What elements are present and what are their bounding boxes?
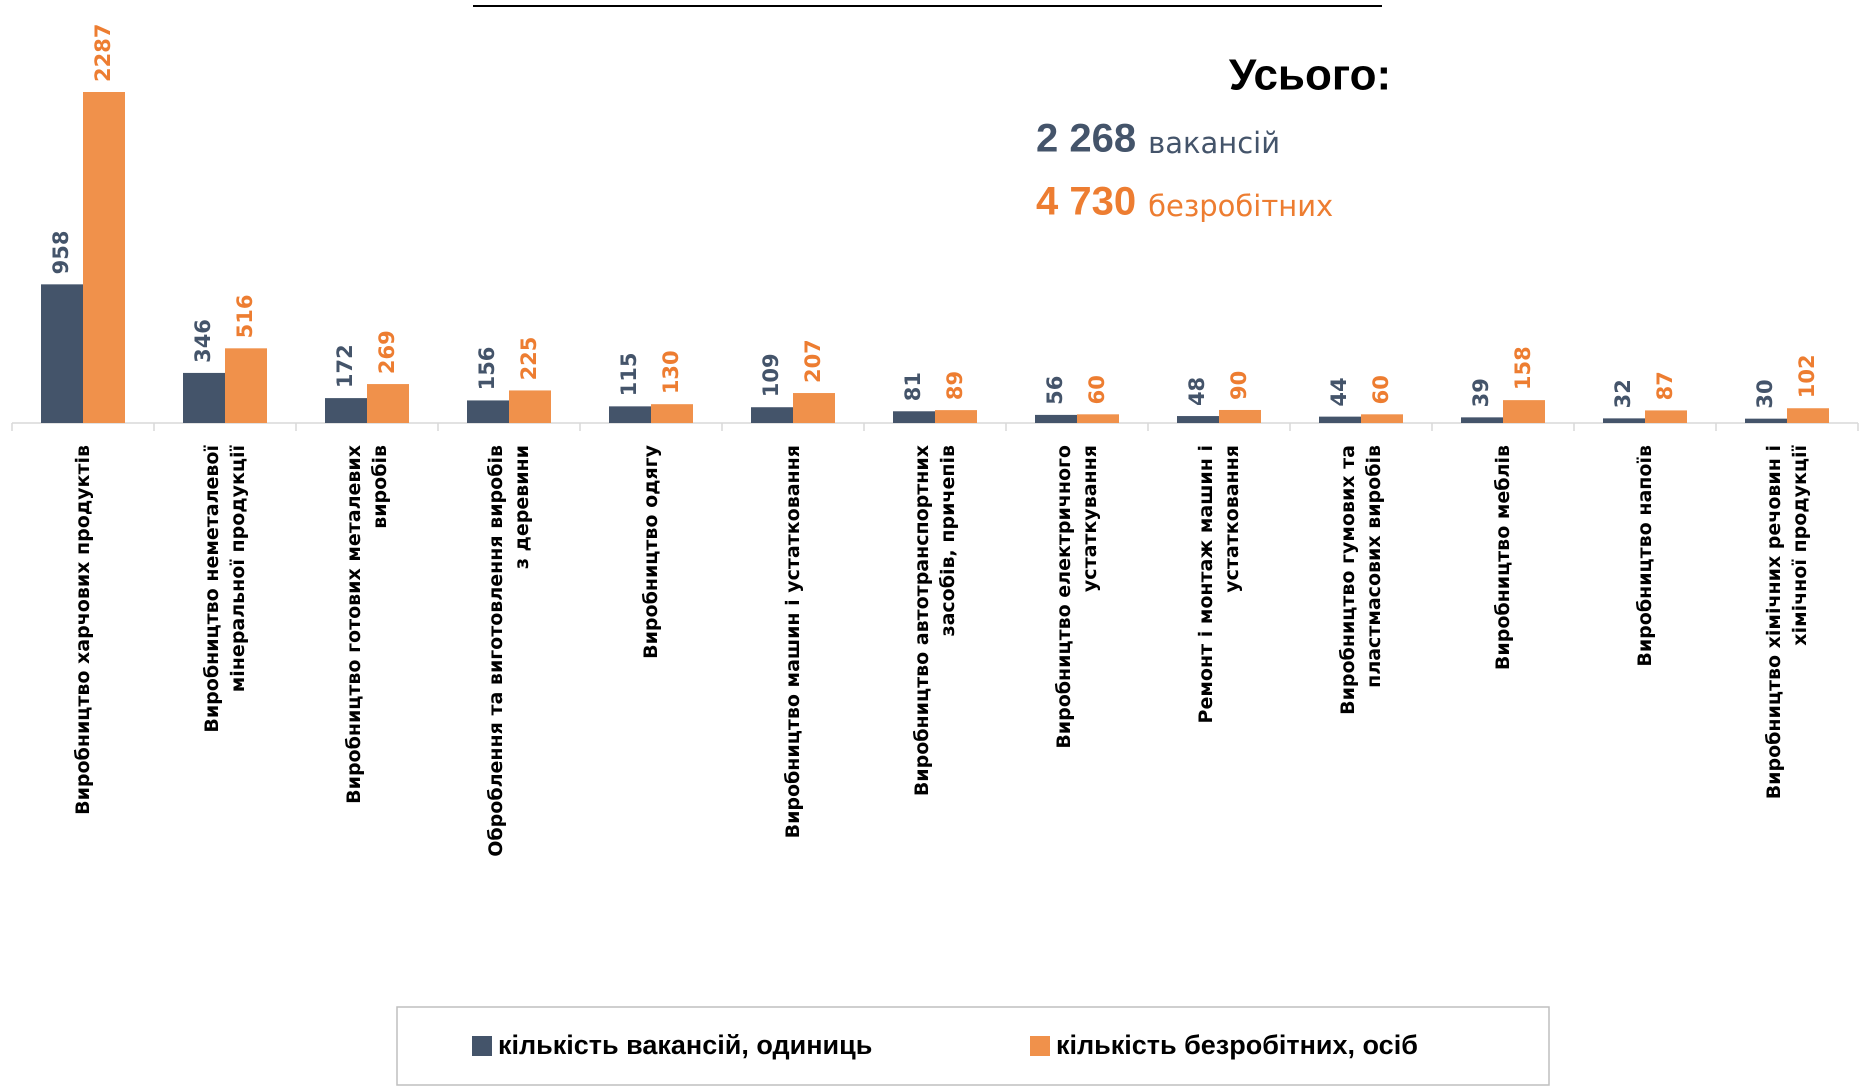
- x-tick-label: Ремонт і монтаж машин і устатковання: [1195, 445, 1243, 723]
- value-label: 90: [1227, 371, 1251, 400]
- legend-swatch: [1030, 1036, 1050, 1056]
- x-tick-label: Виробництво меблів: [1492, 445, 1514, 670]
- bar: [367, 384, 409, 423]
- bar: [41, 284, 83, 423]
- value-label: 115: [617, 353, 641, 397]
- bar: [1745, 418, 1787, 423]
- bar: [1035, 414, 1077, 423]
- x-tick-label: Виробництво неметалевої мінеральної проду…: [201, 445, 249, 733]
- legend-label: кількість вакансій, одиниць: [498, 1030, 872, 1060]
- bar: [1077, 414, 1119, 423]
- value-label: 32: [1611, 379, 1635, 408]
- bar: [893, 411, 935, 423]
- x-tick-label: Виробництво хімічних речовин і хімічної п…: [1763, 445, 1811, 800]
- value-label: 81: [901, 372, 925, 401]
- value-label: 172: [333, 344, 357, 388]
- bar: [325, 398, 367, 423]
- legend-swatch: [472, 1036, 492, 1056]
- bar: [1219, 409, 1261, 423]
- bar: [651, 404, 693, 423]
- bar: [1319, 416, 1361, 423]
- bar: [1361, 414, 1403, 423]
- x-tick-label: Виробництво готових металевих виробів: [343, 445, 391, 804]
- value-label: 60: [1369, 375, 1393, 404]
- value-label: 958: [49, 231, 73, 275]
- bar: [1503, 400, 1545, 423]
- bar: [793, 393, 835, 423]
- value-label: 102: [1795, 354, 1819, 398]
- total-vacancies: 2 268: [1036, 117, 1136, 161]
- value-label: 130: [659, 350, 683, 394]
- value-label: 44: [1327, 377, 1351, 406]
- value-label: 30: [1753, 379, 1777, 408]
- summary-heading: Усього:: [1229, 51, 1391, 100]
- unemployed-unit: безробітних: [1148, 189, 1333, 223]
- value-label: 225: [517, 337, 541, 381]
- bar: [509, 390, 551, 423]
- value-label: 269: [375, 330, 399, 374]
- value-label: 87: [1653, 371, 1677, 400]
- bar: [83, 92, 125, 423]
- bar: [467, 400, 509, 423]
- value-label: 2287: [91, 24, 115, 82]
- total-unemployed: 4 730: [1036, 180, 1136, 224]
- x-tick-label: Виробництво автотранспортних засобів, при…: [911, 445, 959, 796]
- x-tick-label: Виробництво одягу: [640, 444, 662, 658]
- vacancies-unit: вакансій: [1148, 126, 1280, 160]
- value-label: 516: [233, 294, 257, 338]
- bar: [225, 348, 267, 423]
- value-label: 346: [191, 319, 215, 363]
- value-label: 56: [1043, 376, 1067, 405]
- value-label: 158: [1511, 346, 1535, 390]
- x-tick-label: Виробництво гумових та пластмасових вироб…: [1337, 445, 1385, 715]
- legend-label: кількість безробітних, осіб: [1056, 1030, 1418, 1060]
- value-label: 60: [1085, 375, 1109, 404]
- value-label: 39: [1469, 378, 1493, 407]
- bar: [1177, 416, 1219, 423]
- value-label: 207: [801, 339, 825, 383]
- bar: [1645, 410, 1687, 423]
- x-tick-label: Оброблення та виготовлення виробів з дере…: [485, 445, 533, 857]
- value-label: 156: [475, 347, 499, 391]
- bar: [609, 406, 651, 423]
- bar: [1787, 408, 1829, 423]
- bar: [183, 372, 225, 423]
- x-tick-label: Виробництво напоїв: [1634, 445, 1656, 667]
- value-label: 109: [759, 353, 783, 397]
- value-label: 48: [1185, 377, 1209, 406]
- x-tick-label: Виробництво харчових продуктів: [72, 445, 94, 815]
- bar: [1461, 417, 1503, 423]
- x-tick-label: Виробництво машин і устатковання: [782, 445, 804, 838]
- bar: [1603, 418, 1645, 423]
- value-label: 89: [943, 371, 967, 400]
- bar: [935, 410, 977, 423]
- x-tick-label: Виробництво електричного устаткування: [1053, 445, 1101, 749]
- legend-box: [396, 1006, 1550, 1086]
- bar: [751, 407, 793, 423]
